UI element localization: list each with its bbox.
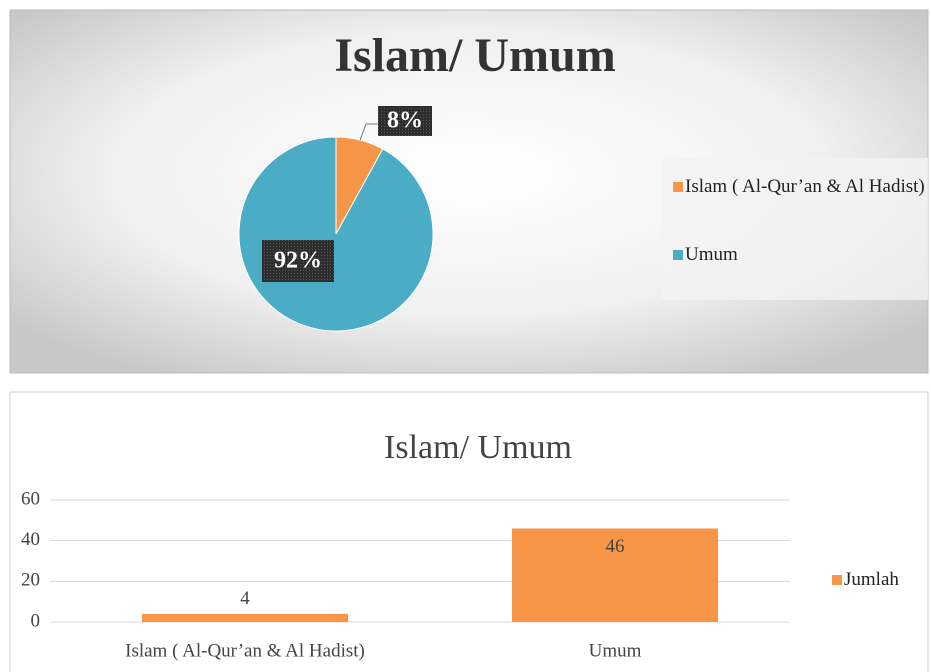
- legend-entry: Umum: [685, 244, 738, 265]
- data-label: 92%: [274, 248, 322, 274]
- legend-text: Jumlah: [844, 569, 899, 590]
- legend-swatch: [673, 182, 683, 192]
- bar: [142, 613, 348, 622]
- x-tick-label: Umum: [589, 640, 642, 661]
- pie-slice: [238, 136, 434, 332]
- data-label-box: [262, 240, 334, 282]
- bar-title: Islam/ Umum: [384, 429, 572, 466]
- legend-swatch: [673, 250, 683, 260]
- data-label: 46: [606, 536, 625, 557]
- data-label: 8%: [387, 108, 423, 134]
- legend-swatch: [832, 575, 842, 585]
- y-tick-label: 0: [31, 610, 41, 631]
- pie-title: Islam/ Umum: [334, 29, 615, 82]
- leader-line: [359, 123, 378, 141]
- legend-text: Islam ( Al-Qur’an & Al Hadist): [685, 176, 925, 197]
- legend-entry: Jumlah: [844, 569, 899, 590]
- y-tick-label: 40: [21, 529, 40, 550]
- y-tick-label: 20: [21, 570, 40, 591]
- pie-legend-box: [662, 158, 928, 300]
- y-tick-label: 60: [21, 488, 40, 509]
- data-label-box: [378, 106, 432, 136]
- bar-panel: [9, 391, 929, 672]
- x-tick-label: Islam ( Al-Qur’an & Al Hadist): [125, 640, 365, 661]
- legend-entry: Islam ( Al-Qur’an & Al Hadist): [685, 176, 925, 197]
- data-label: 4: [240, 588, 250, 609]
- bar: [512, 528, 718, 622]
- legend-text: Umum: [685, 244, 738, 265]
